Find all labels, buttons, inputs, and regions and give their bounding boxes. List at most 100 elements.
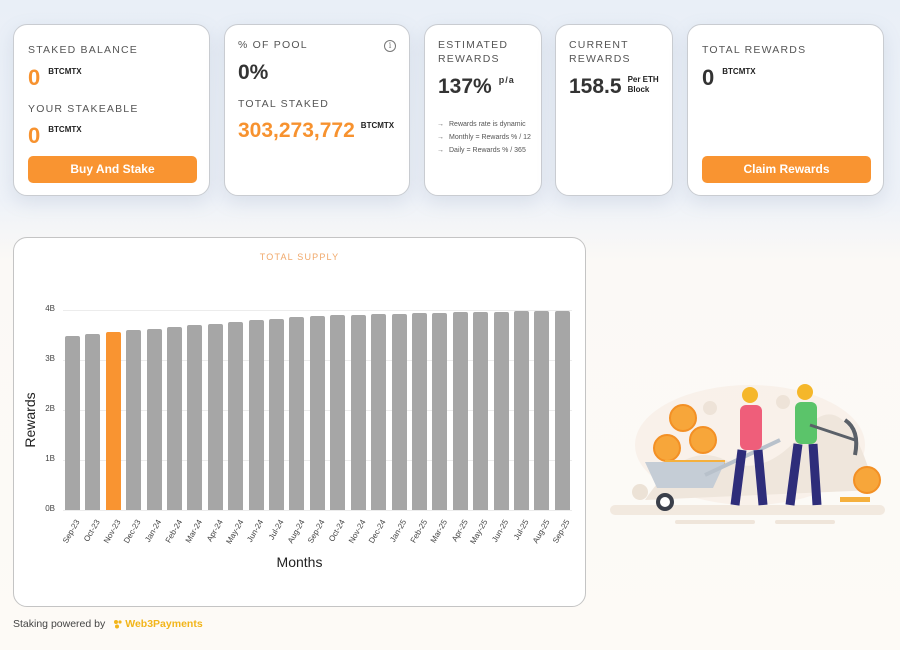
current-value: 158.5 (569, 75, 622, 98)
x-tick-label: Apr-24 (204, 518, 225, 544)
arrow-right-icon: → (437, 147, 444, 154)
bar[interactable] (554, 310, 570, 510)
bar[interactable] (350, 314, 366, 510)
x-tick-label: Jan-24 (143, 518, 164, 544)
x-tick-label: Aug-25 (530, 518, 552, 545)
stakeable-label: YOUR STAKEABLE (28, 103, 139, 115)
x-tick-label: Nov-24 (346, 518, 368, 545)
bar[interactable] (105, 332, 121, 510)
x-tick-label: Dec-24 (367, 518, 388, 545)
current-label-line2: REWARDS (569, 53, 631, 65)
bar[interactable] (391, 313, 407, 510)
bar[interactable] (309, 315, 325, 510)
current-unit-line2: Block (627, 85, 650, 94)
bar[interactable] (248, 320, 264, 510)
staked-balance-value: 0 (28, 65, 41, 90)
gridline (63, 310, 572, 311)
rewards-notes: → Rewards rate is dynamic → Monthly = Rewa… (437, 120, 545, 159)
total-staked-row: 303,273,772 BTCMTX (238, 119, 394, 143)
pool-label: % OF POOL (238, 39, 308, 51)
pool-value: 0% (238, 61, 269, 84)
x-tick-label: Feb-25 (408, 518, 429, 545)
x-tick-label: Jun-24 (245, 518, 266, 544)
chart-bars (63, 310, 572, 510)
x-tick-label: Jan-25 (388, 518, 409, 544)
bar[interactable] (228, 322, 244, 510)
estimated-value-row: 137% p/a (438, 75, 515, 99)
estimated-rewards-card: ESTIMATED REWARDS 137% p/a → Rewards rate … (424, 24, 542, 196)
claim-rewards-button[interactable]: Claim Rewards (702, 156, 871, 183)
bar[interactable] (207, 323, 223, 510)
x-tick-label: Jun-25 (490, 518, 511, 544)
y-tick-label: 4B (45, 304, 55, 313)
arrow-right-icon: → (437, 134, 444, 141)
estimated-value: 137% (438, 75, 492, 98)
pool-card: % OF POOL i 0% TOTAL STAKED 303,273,772 B… (224, 24, 410, 196)
bar[interactable] (65, 336, 80, 510)
total-rewards-card: TOTAL REWARDS 0 BTCMTX Claim Rewards (687, 24, 884, 196)
bar[interactable] (269, 318, 285, 510)
x-axis-label: Months (276, 554, 323, 570)
staked-balance-unit: BTCMTX (48, 67, 82, 76)
estimated-rewards-label: ESTIMATED REWARDS (438, 38, 508, 66)
total-rewards-label: TOTAL REWARDS (702, 44, 807, 56)
bar[interactable] (330, 315, 346, 510)
current-unit-line1: Per ETH (627, 75, 659, 84)
bar[interactable] (493, 311, 509, 510)
bar[interactable] (146, 328, 162, 510)
x-tick-label: Oct-23 (82, 518, 103, 544)
footer: Staking powered by Web3Payments (13, 618, 203, 630)
bar[interactable] (289, 317, 305, 510)
x-tick-label: Oct-24 (327, 518, 348, 544)
stakeable-unit: BTCMTX (48, 125, 82, 134)
total-rewards-value: 0 (702, 65, 715, 90)
gridline (63, 510, 572, 511)
mining-illustration (605, 350, 895, 530)
x-tick-label: May-25 (468, 518, 490, 546)
staked-balance-value-row: 0 BTCMTX (28, 65, 82, 91)
total-staked-value: 303,273,772 (238, 119, 355, 142)
bar[interactable] (513, 311, 529, 510)
bar[interactable] (432, 312, 448, 510)
x-tick-label: Sep-25 (550, 518, 572, 545)
bar[interactable] (371, 314, 387, 510)
arrow-right-icon: → (437, 121, 444, 128)
current-label-line1: CURRENT (569, 39, 629, 51)
web3payments-brand: Web3Payments (125, 618, 203, 630)
note-text: Monthly = Rewards % / 12 (449, 134, 531, 141)
total-staked-unit: BTCMTX (360, 121, 395, 130)
note-item: → Monthly = Rewards % / 12 (437, 133, 545, 143)
x-tick-label: Jul-24 (267, 518, 286, 542)
y-tick-label: 3B (45, 354, 55, 363)
miners-illustration-icon (610, 384, 885, 524)
y-tick-label: 2B (45, 404, 55, 413)
bar[interactable] (167, 327, 183, 510)
x-tick-label: Dec-23 (122, 518, 144, 545)
x-tick-label: Apr-25 (449, 518, 470, 544)
total-staked-label: TOTAL STAKED (238, 98, 330, 110)
current-value-row: 158.5 Per ETH Block (569, 75, 659, 99)
x-tick-label: Sep-23 (61, 518, 82, 545)
bar[interactable] (473, 312, 489, 510)
current-unit: Per ETH Block (628, 75, 659, 95)
bar[interactable] (85, 334, 101, 510)
bar[interactable] (126, 330, 142, 510)
info-icon[interactable]: i (384, 40, 396, 52)
x-tick-label: Mar-24 (183, 518, 205, 545)
y-axis-label: Rewards (22, 392, 38, 448)
current-rewards-card: CURRENT REWARDS 158.5 Per ETH Block (555, 24, 673, 196)
total-rewards-value-row: 0 BTCMTX (702, 65, 756, 91)
bar[interactable] (452, 312, 468, 510)
x-tick-label: Sep-24 (305, 518, 327, 545)
x-axis-labels: Sep-23 Oct-23 Nov-23 Dec-23 Jan-24 Feb-24 Mar-… (61, 516, 572, 556)
bar[interactable] (411, 313, 427, 510)
x-tick-label: Mar-25 (428, 518, 450, 545)
buy-and-stake-button[interactable]: Buy And Stake (28, 156, 197, 183)
note-text: Daily = Rewards % / 365 (449, 147, 526, 154)
x-tick-label: Aug-24 (285, 518, 307, 545)
bar[interactable] (534, 310, 550, 510)
x-tick-label: Nov-23 (101, 518, 123, 545)
bar[interactable] (187, 325, 203, 510)
web3payments-link[interactable]: Web3Payments (113, 618, 203, 630)
